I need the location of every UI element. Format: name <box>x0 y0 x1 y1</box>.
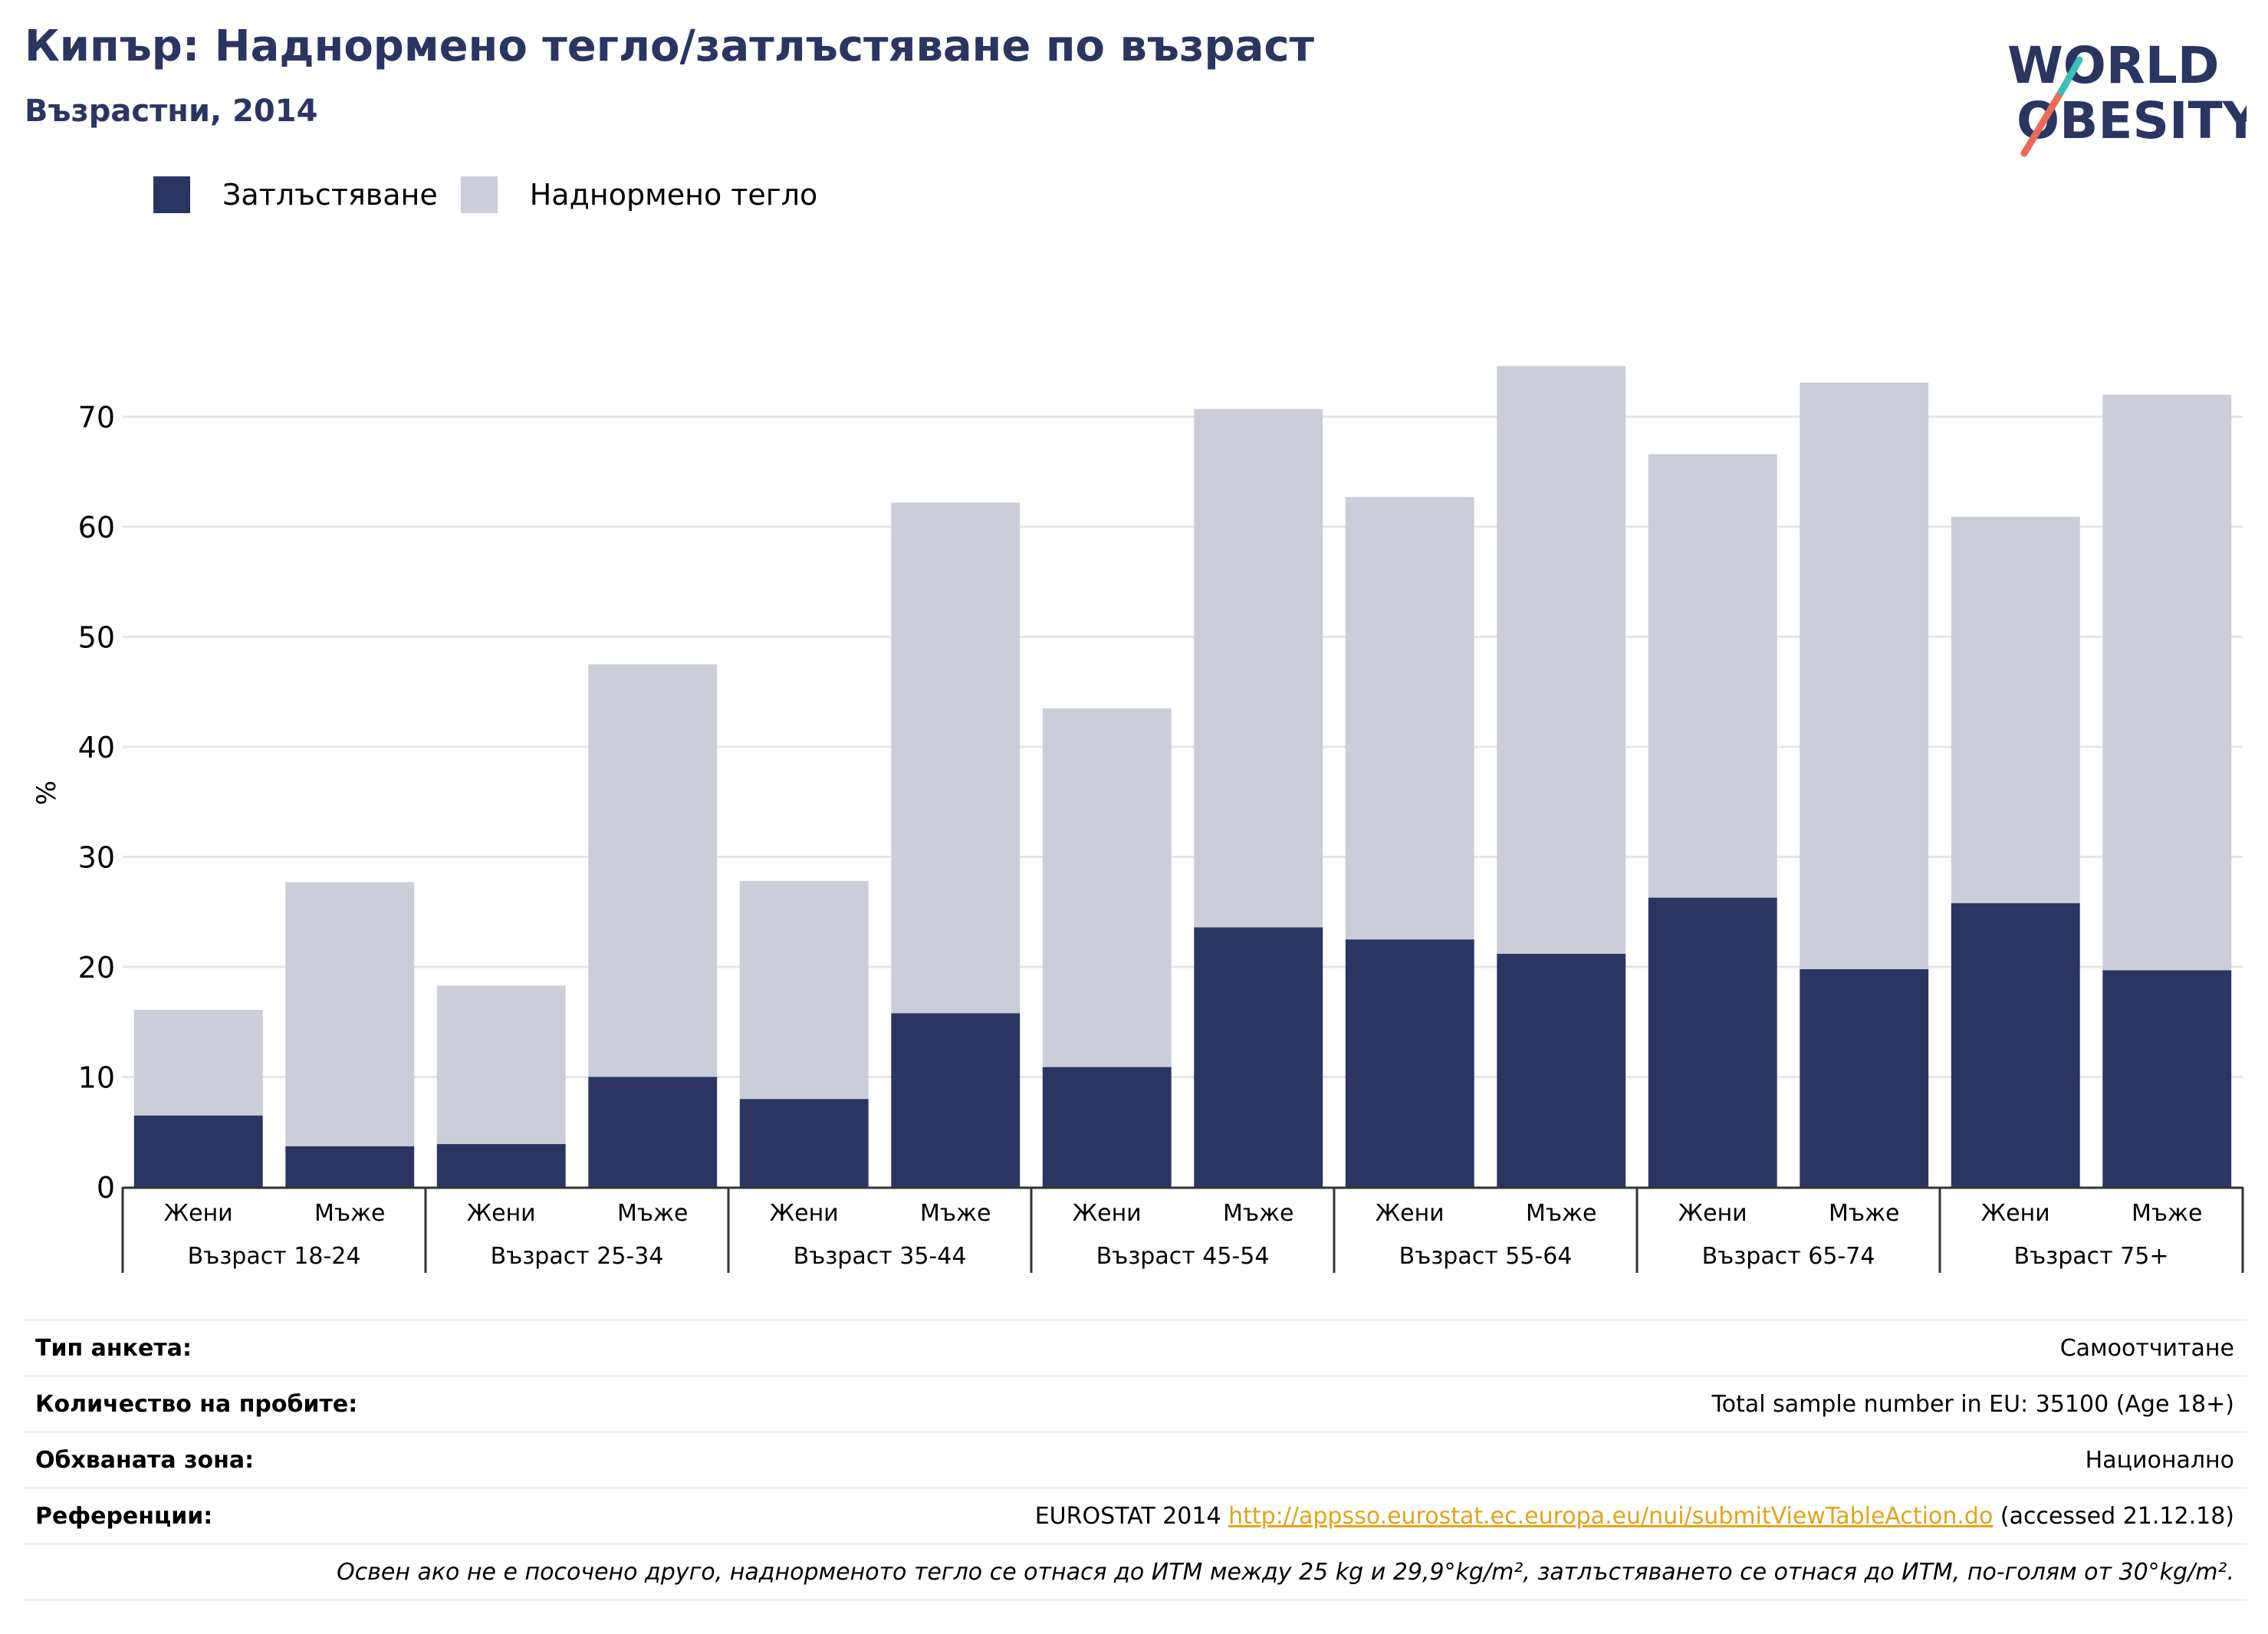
info-value-references: EUROSTAT 2014 http://appsso.eurostat.ec.… <box>1035 1503 2234 1530</box>
bar-overweight <box>1800 383 1929 969</box>
x-subcategory-label: Жени <box>1073 1200 1142 1227</box>
info-key-references: Референции: <box>35 1502 213 1530</box>
x-subcategory-label: Мъже <box>1526 1200 1597 1227</box>
bar-obesity <box>133 1115 263 1187</box>
bar-overweight <box>739 881 869 1100</box>
legend-item-overweight: Наднормено тегло <box>460 176 818 213</box>
x-group-label: Възраст 25-34 <box>491 1243 664 1270</box>
legend-label-obesity: Затлъстяване <box>222 178 438 212</box>
bar-overweight <box>133 1009 263 1116</box>
bar-overweight <box>1648 454 1777 898</box>
x-subcategory-label: Мъже <box>1223 1200 1294 1227</box>
x-group-label: Възраст 45-54 <box>1096 1243 1270 1270</box>
bar-obesity <box>285 1146 415 1187</box>
bar-obesity <box>588 1077 718 1187</box>
bar-overweight <box>285 882 415 1146</box>
info-value-survey-type: Самоотчитане <box>2059 1334 2234 1362</box>
logo-slash-teal <box>2057 56 2083 96</box>
legend-swatch-obesity <box>153 176 190 213</box>
info-row-sample: Количество на пробите: Total sample numb… <box>23 1375 2247 1431</box>
x-subcategory-label: Мъже <box>2132 1200 2203 1227</box>
bar-obesity <box>1042 1067 1172 1187</box>
y-tick-label: 20 <box>78 951 115 985</box>
x-subcategory-label: Жени <box>467 1200 536 1227</box>
x-group-label: Възраст 65-74 <box>1702 1243 1875 1270</box>
chart-title: Кипър: Наднормено тегло/затлъстяване по … <box>25 21 1315 71</box>
bar-obesity <box>1497 953 1626 1187</box>
info-row-note: Освен ако не е посочено друго, наднормен… <box>23 1543 2247 1601</box>
info-row-survey-type: Тип анкета: Самоотчитане <box>23 1319 2247 1375</box>
reference-link[interactable]: http://appsso.eurostat.ec.europa.eu/nui/… <box>1228 1502 1994 1530</box>
bar-obesity <box>1648 897 1777 1187</box>
y-tick-label: 40 <box>78 731 115 764</box>
y-tick-label: 10 <box>78 1061 115 1095</box>
bar-overweight <box>1951 517 2080 903</box>
bar-obesity <box>891 1013 1021 1187</box>
bar-overweight <box>1042 708 1172 1067</box>
x-subcategory-label: Мъже <box>920 1200 991 1227</box>
x-group-label: Възраст 18-24 <box>188 1243 361 1270</box>
bar-overweight <box>1497 366 1626 954</box>
y-tick-label: 0 <box>97 1171 115 1205</box>
bar-obesity <box>1951 902 2080 1187</box>
bar-obesity <box>1345 939 1474 1187</box>
bar-overweight <box>1345 497 1474 940</box>
info-value-sample: Total sample number in EU: 35100 (Age 18… <box>1711 1390 2234 1418</box>
bar-obesity <box>1800 968 1929 1187</box>
x-subcategory-label: Жени <box>1376 1200 1445 1227</box>
y-tick-label: 30 <box>78 841 115 875</box>
bar-overweight <box>1194 409 1323 928</box>
info-key-survey-type: Тип анкета: <box>35 1334 192 1362</box>
bar-obesity <box>2102 970 2232 1187</box>
x-subcategory-label: Жени <box>1981 1200 2050 1227</box>
bar-obesity <box>739 1099 869 1187</box>
bar-obesity <box>1194 927 1323 1187</box>
info-value-area: Национално <box>2085 1446 2234 1474</box>
x-subcategory-label: Мъже <box>314 1200 386 1227</box>
survey-info-table: Тип анкета: Самоотчитане Количество на п… <box>23 1319 2247 1601</box>
logo-slash-coral <box>2020 88 2065 157</box>
bar-overweight <box>436 985 566 1145</box>
x-group-label: Възраст 55-64 <box>1399 1243 1573 1270</box>
info-key-sample: Количество на пробите: <box>35 1390 358 1418</box>
bmi-definition-note: Освен ако не е посочено друго, наднормен… <box>337 1558 2234 1586</box>
world-obesity-logo: WORLD OBESITY <box>2007 36 2247 157</box>
x-group-label: Възраст 75+ <box>2014 1243 2169 1270</box>
x-subcategory-label: Жени <box>164 1200 233 1227</box>
legend-label-overweight: Наднормено тегло <box>529 178 818 212</box>
bar-overweight <box>891 502 1021 1014</box>
bar-overweight <box>588 664 718 1077</box>
x-subcategory-label: Мъже <box>617 1200 689 1227</box>
chart-legend: Затлъстяване Наднормено тегло <box>153 176 840 213</box>
x-group-label: Възраст 35-44 <box>794 1243 967 1270</box>
legend-swatch-overweight <box>460 176 498 213</box>
reference-suffix: (accessed 21.12.18) <box>1993 1502 2234 1530</box>
legend-item-obesity: Затлъстяване <box>153 176 438 213</box>
chart-subtitle: Възрастни, 2014 <box>25 94 318 129</box>
logo-word-world: WORLD <box>2007 36 2220 95</box>
stacked-bar-chart: 0 10 20 30 40 50 60 70% Жени Мъже Жени Мъже Жени Мъже… <box>31 366 2244 1273</box>
reference-prefix: EUROSTAT 2014 <box>1034 1502 1229 1530</box>
x-subcategory-label: Жени <box>1678 1200 1747 1227</box>
y-axis-label: % <box>31 781 62 805</box>
info-row-references: Референции: EUROSTAT 2014 http://appsso.… <box>23 1487 2247 1543</box>
info-row-area: Обхваната зона: Национално <box>23 1431 2247 1487</box>
x-subcategory-label: Жени <box>770 1200 839 1227</box>
info-key-area: Обхваната зона: <box>35 1446 255 1474</box>
bar-overweight <box>2102 394 2232 971</box>
y-tick-label: 60 <box>78 511 115 544</box>
x-subcategory-label: Мъже <box>1829 1200 1900 1227</box>
y-tick-label: 50 <box>78 621 115 655</box>
y-tick-label: 70 <box>78 401 115 435</box>
bar-obesity <box>436 1144 566 1187</box>
